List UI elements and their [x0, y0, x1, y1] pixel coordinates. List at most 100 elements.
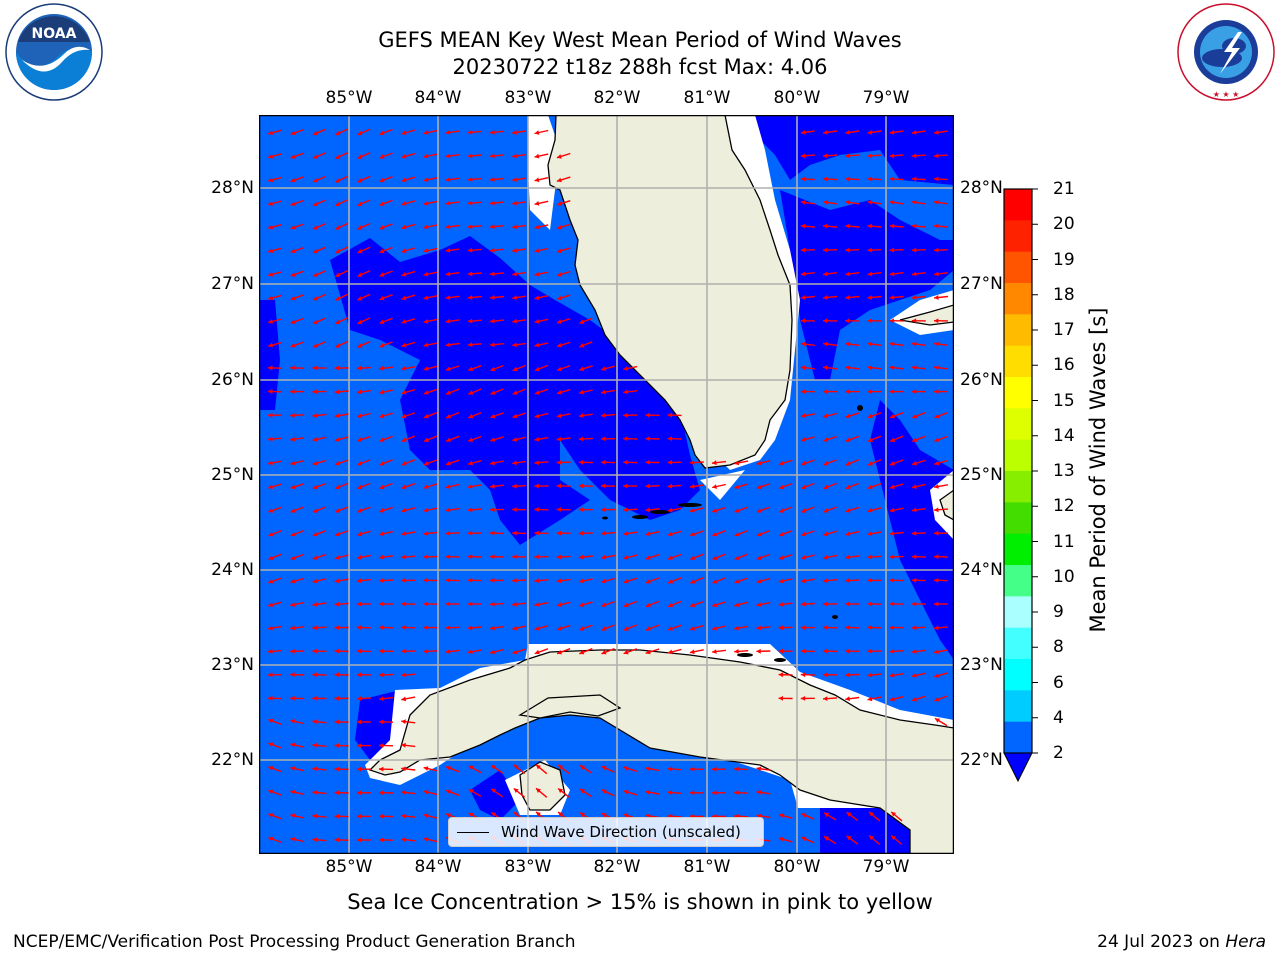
wind-wave-arrowhead	[601, 626, 607, 631]
wind-wave-arrowhead	[800, 672, 806, 678]
lon-tick-bottom: 80°W	[773, 857, 821, 877]
wind-wave-arrowhead	[934, 437, 940, 442]
wind-wave-arrowhead	[911, 649, 917, 654]
wind-wave-arrowhead	[313, 248, 318, 254]
wind-wave-arrowhead	[512, 554, 517, 560]
wind-wave-arrowhead	[379, 508, 385, 513]
wind-wave-arrowhead	[934, 413, 940, 419]
wind-wave-arrowhead	[534, 578, 539, 583]
wind-wave-arrowhead	[268, 154, 274, 159]
wind-wave-arrowhead	[778, 602, 784, 607]
wind-wave-arrowhead	[379, 790, 384, 796]
wind-wave-arrowhead	[401, 437, 407, 442]
wind-wave-arrowhead	[445, 649, 451, 654]
wind-wave-arrowhead	[889, 389, 894, 394]
wind-wave-arrowhead	[513, 764, 519, 770]
wind-wave-arrowhead	[578, 507, 584, 512]
wind-wave-arrowhead	[579, 389, 584, 395]
wind-wave-arrowhead	[557, 649, 562, 655]
wind-wave-arrowhead	[911, 223, 917, 229]
wind-wave-arrowhead	[556, 483, 561, 489]
wind-wave-arrowhead	[556, 177, 562, 183]
wind-wave-arrowhead	[401, 719, 406, 725]
wind-wave-arrowhead	[823, 531, 829, 537]
wind-wave-arrowhead	[290, 177, 296, 183]
wind-wave-arrowhead	[601, 389, 606, 395]
wind-wave-arrowhead	[845, 578, 850, 583]
wind-wave-arrowhead	[645, 790, 651, 795]
wind-wave-arrowhead	[268, 412, 273, 418]
wind-wave-arrowhead	[357, 484, 363, 490]
wind-wave-arrowhead	[778, 696, 783, 701]
wind-wave-arrowhead	[334, 766, 339, 772]
wind-wave-arrowhead	[911, 200, 917, 205]
wind-wave-arrowhead	[268, 836, 274, 842]
wind-wave-arrowhead	[401, 508, 407, 513]
wind-wave-arrowhead	[667, 507, 673, 513]
wind-wave-arrowhead	[490, 413, 496, 419]
wind-wave-arrowhead	[578, 436, 584, 442]
wind-wave-arrowhead	[467, 200, 473, 206]
wind-wave-arrowhead	[468, 390, 474, 395]
wind-wave-arrowhead	[779, 508, 785, 513]
wind-wave-arrowhead	[601, 649, 607, 655]
wind-wave-arrowhead	[778, 578, 784, 584]
wind-wave-arrowhead	[889, 554, 894, 560]
lon-tick-bottom: 82°W	[593, 857, 641, 877]
wind-wave-arrowhead	[800, 200, 806, 205]
wind-wave-arrowhead	[290, 365, 295, 371]
wind-wave-arrowhead	[645, 460, 650, 465]
wind-wave-arrowhead	[290, 201, 296, 206]
wind-wave-arrowhead	[889, 649, 895, 654]
wind-wave-arrowhead	[889, 507, 895, 513]
wind-wave-arrowhead	[823, 578, 828, 584]
wind-wave-arrowhead	[845, 295, 850, 300]
wind-wave-arrowhead	[623, 412, 628, 418]
wind-wave-arrowhead	[889, 577, 894, 583]
wind-wave-arrowhead	[845, 200, 850, 205]
lon-tick-top: 84°W	[414, 88, 462, 108]
colorbar	[1003, 188, 1038, 783]
wind-wave-arrowhead	[445, 200, 451, 206]
wind-wave-arrowhead	[534, 554, 539, 560]
wind-wave-arrowhead	[513, 812, 519, 817]
wind-wave-arrowhead	[823, 484, 829, 490]
noaa-logo: NOAA	[5, 3, 103, 101]
wind-wave-arrowhead	[889, 176, 895, 182]
wind-wave-arrowhead	[823, 461, 829, 466]
wind-wave-arrowhead	[579, 765, 585, 770]
wind-wave-arrowhead	[379, 648, 384, 654]
wind-wave-arrowhead	[667, 790, 673, 795]
wind-wave-arrowhead	[756, 578, 762, 584]
wind-wave-arrowhead	[357, 225, 363, 230]
lat-tick-right: 24°N	[960, 560, 1003, 580]
wind-wave-arrowhead	[334, 790, 339, 796]
wind-wave-arrowhead	[801, 508, 807, 513]
wind-wave-arrowhead	[667, 649, 673, 655]
wind-wave-arrowhead	[800, 365, 806, 371]
wind-wave-arrowhead	[445, 271, 451, 277]
wind-wave-arrowhead	[312, 602, 318, 607]
wind-wave-arrowhead	[934, 271, 939, 277]
colorbar-band	[1004, 596, 1032, 629]
wind-wave-arrowhead	[357, 531, 362, 537]
wind-wave-arrowhead	[290, 130, 296, 136]
wind-wave-arrowhead	[690, 531, 696, 537]
wind-wave-arrowhead	[558, 812, 563, 817]
lat-tick-right: 28°N	[960, 178, 1003, 198]
wind-wave-arrowhead	[290, 484, 296, 490]
wind-wave-arrowhead	[401, 177, 407, 183]
wind-wave-arrowhead	[823, 176, 828, 182]
wind-wave-arrowhead	[467, 295, 473, 300]
lon-tick-bottom: 84°W	[414, 857, 462, 877]
footer-date-text: 24 Jul 2023 on	[1097, 932, 1220, 952]
wind-wave-arrowhead	[334, 743, 339, 748]
wind-wave-arrowhead	[934, 484, 939, 489]
wind-wave-arrowhead	[869, 811, 874, 817]
wind-wave-arrowhead	[734, 602, 740, 607]
wind-wave-arrowhead	[578, 530, 584, 536]
wind-wave-arrowhead	[623, 626, 629, 631]
wind-wave-arrowhead	[335, 343, 341, 348]
wind-wave-arrowhead	[845, 223, 850, 229]
wind-wave-arrowhead	[401, 248, 407, 253]
